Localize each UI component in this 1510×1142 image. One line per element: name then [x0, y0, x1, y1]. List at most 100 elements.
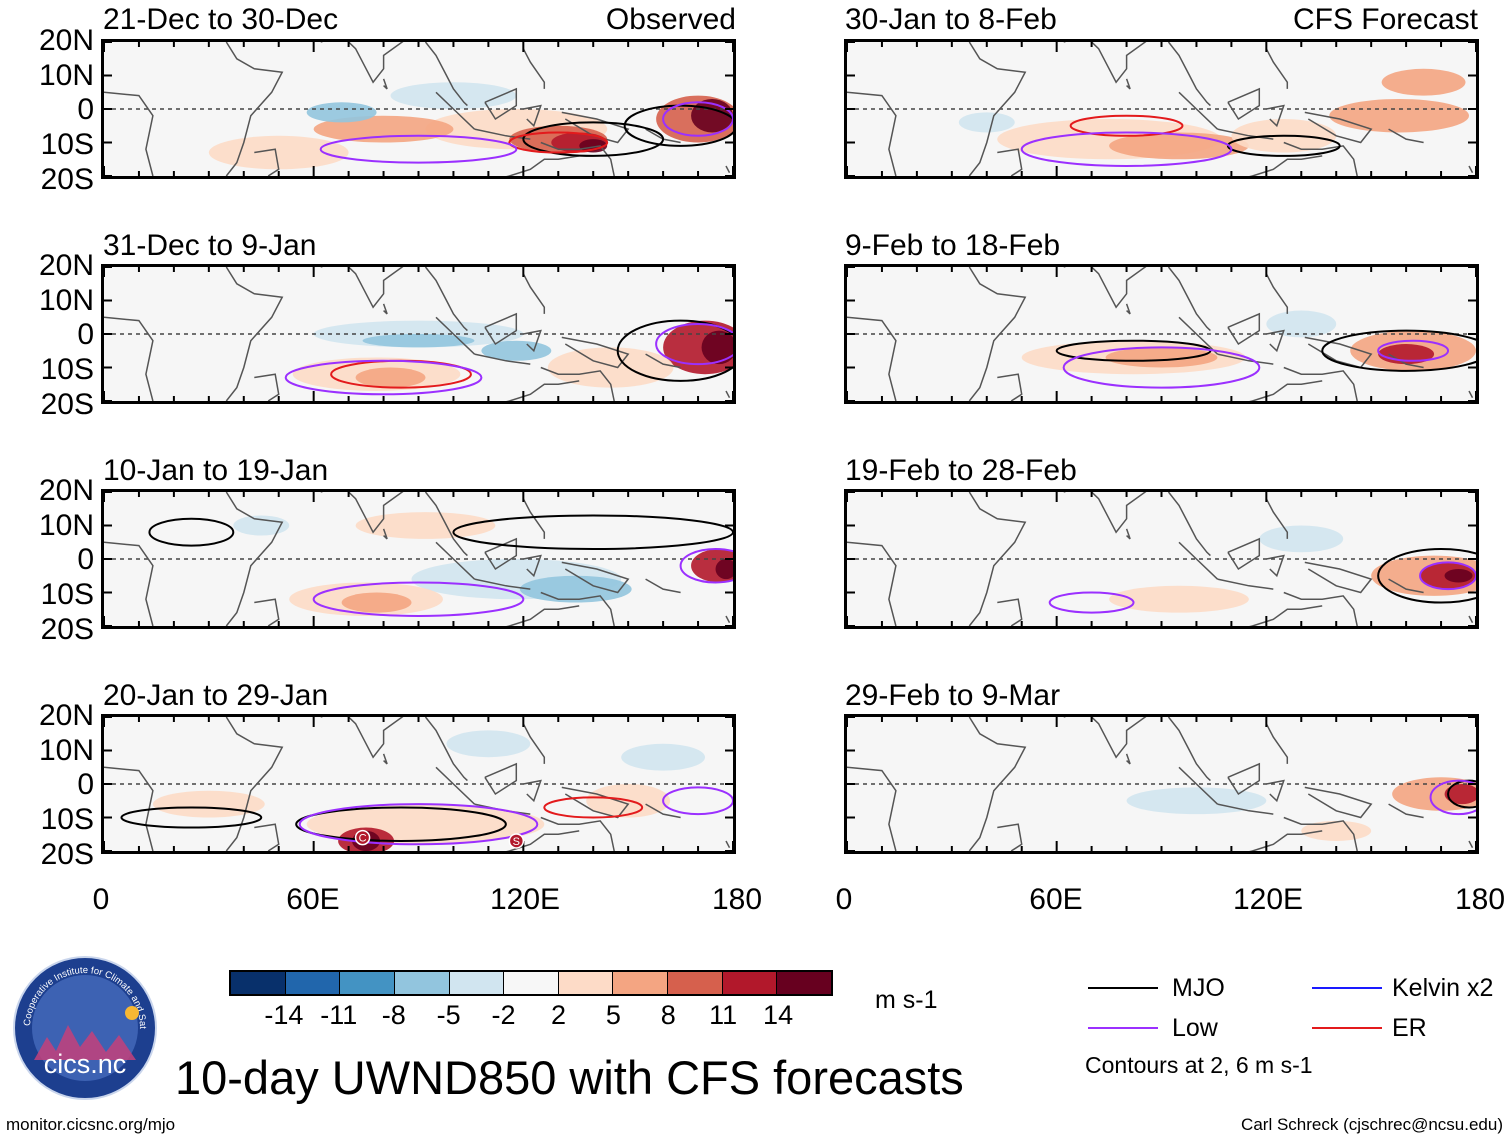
- coastline: [1249, 155, 1323, 176]
- easterly-anomaly-shade: [233, 515, 290, 536]
- coastline: [1304, 111, 1373, 144]
- coastline: [1217, 353, 1274, 365]
- coastline: [1227, 537, 1261, 571]
- westerly-anomaly-shade: [355, 512, 496, 539]
- westerly-anomaly-shade: [1444, 784, 1476, 805]
- coastline: [1217, 578, 1274, 590]
- coastline: [435, 316, 475, 355]
- coastline: [225, 42, 284, 176]
- westerly-anomaly-shade: [341, 592, 412, 613]
- panel-title: 30-Jan to 8-Feb: [845, 3, 1057, 36]
- coastline: [1063, 717, 1147, 759]
- colorbar-tick-label: -5: [436, 1000, 461, 1030]
- coastline: [522, 273, 546, 314]
- coastline: [1125, 753, 1131, 765]
- coastline: [1388, 128, 1424, 144]
- coastline: [506, 830, 580, 851]
- coastline: [1283, 141, 1358, 176]
- coastline: [104, 541, 154, 626]
- coastline: [1063, 492, 1147, 534]
- coastline: [320, 42, 404, 84]
- low-contour: [679, 547, 733, 584]
- y-tick-label: 10N: [38, 509, 94, 542]
- coastline: [1468, 840, 1474, 849]
- y-tick-label: 10N: [38, 59, 94, 92]
- coastline: [1304, 786, 1373, 819]
- map-plot: [847, 42, 1476, 176]
- westerly-anomaly-shade: [208, 135, 349, 170]
- coastline: [540, 141, 615, 176]
- cyclone-marker: [354, 829, 371, 846]
- coastline: [725, 390, 731, 399]
- map-plot: [104, 267, 733, 401]
- westerly-anomaly-shade: [1381, 68, 1466, 96]
- er-contour: [1069, 114, 1184, 137]
- coastline: [1388, 353, 1424, 369]
- easterly-anomaly-shade: [621, 743, 706, 771]
- legend-line-er: [1312, 1027, 1382, 1029]
- coastline: [254, 373, 280, 401]
- coastline: [104, 766, 154, 851]
- coastline: [1249, 605, 1323, 626]
- x-tick-label: 0: [92, 883, 110, 916]
- colorbar-swatch: [449, 972, 505, 994]
- y-tick-label: 0: [77, 318, 94, 351]
- x-tick-label: 60E: [286, 883, 340, 916]
- westerly-anomaly-shade: [355, 367, 426, 388]
- coastline: [561, 336, 630, 369]
- legend-label-mjo: MJO: [1172, 974, 1225, 1002]
- mjo-contour: [452, 514, 733, 550]
- colorbar-swatch: [722, 972, 778, 994]
- panel-title: 21-Dec to 30-Dec: [103, 3, 339, 36]
- cyclone-marker-label: S: [513, 836, 520, 848]
- colorbar-swatch: [340, 972, 395, 994]
- coastline: [968, 717, 1027, 851]
- coastline: [382, 753, 388, 765]
- contours-note: Contours at 2, 6 m s-1: [1085, 1052, 1313, 1078]
- panel-title: 31-Dec to 9-Jan: [103, 229, 317, 262]
- legend-label-er: ER: [1392, 1014, 1427, 1042]
- coastline: [997, 373, 1023, 401]
- legend-line-kelvin: [1312, 987, 1382, 989]
- coastline: [424, 717, 468, 782]
- map-plot: [847, 492, 1476, 626]
- coastline: [1265, 723, 1289, 764]
- coastline: [1304, 561, 1373, 594]
- colorbar-tick-label: 2: [550, 1000, 566, 1030]
- y-tick-label: 20N: [38, 24, 94, 57]
- coastline: [1266, 554, 1285, 578]
- y-tick-label: 10S: [40, 128, 94, 161]
- coastline: [225, 267, 284, 401]
- map-plot: [104, 42, 733, 176]
- coastline: [1178, 316, 1218, 355]
- y-tick-label: 10S: [40, 353, 94, 386]
- colorbar-swatch: [613, 972, 669, 994]
- coastline: [1125, 528, 1131, 540]
- westerly-anomaly-shade: [547, 347, 674, 388]
- colorbar: [229, 970, 833, 996]
- easterly-anomaly-shade: [1266, 310, 1337, 338]
- coastline: [424, 267, 468, 332]
- legend-label-kelvin: Kelvin x2: [1392, 974, 1494, 1002]
- cyclone-marker-label: C: [359, 833, 367, 845]
- coastline: [484, 312, 518, 346]
- westerly-anomaly-shade: [1329, 98, 1470, 133]
- x-tick-label: 180: [1454, 883, 1506, 916]
- coastline: [424, 42, 468, 107]
- easterly-anomaly-shade: [481, 340, 552, 361]
- colorbar-tick-label: -8: [381, 1000, 406, 1030]
- colorbar-tick-label: 5: [605, 1000, 621, 1030]
- x-tick-label: 120E: [489, 883, 561, 916]
- mjo-contour: [522, 121, 665, 157]
- coastline: [645, 578, 681, 594]
- map-plot: [847, 717, 1476, 851]
- coastline: [1227, 312, 1261, 346]
- low-contour: [298, 803, 539, 846]
- coastline: [474, 353, 531, 365]
- panel-tag-forecast: CFS Forecast: [1292, 3, 1478, 36]
- coastline: [847, 91, 897, 176]
- colorbar-swatch: [777, 972, 832, 994]
- colorbar-swatch: [668, 972, 723, 994]
- coastline: [320, 492, 404, 534]
